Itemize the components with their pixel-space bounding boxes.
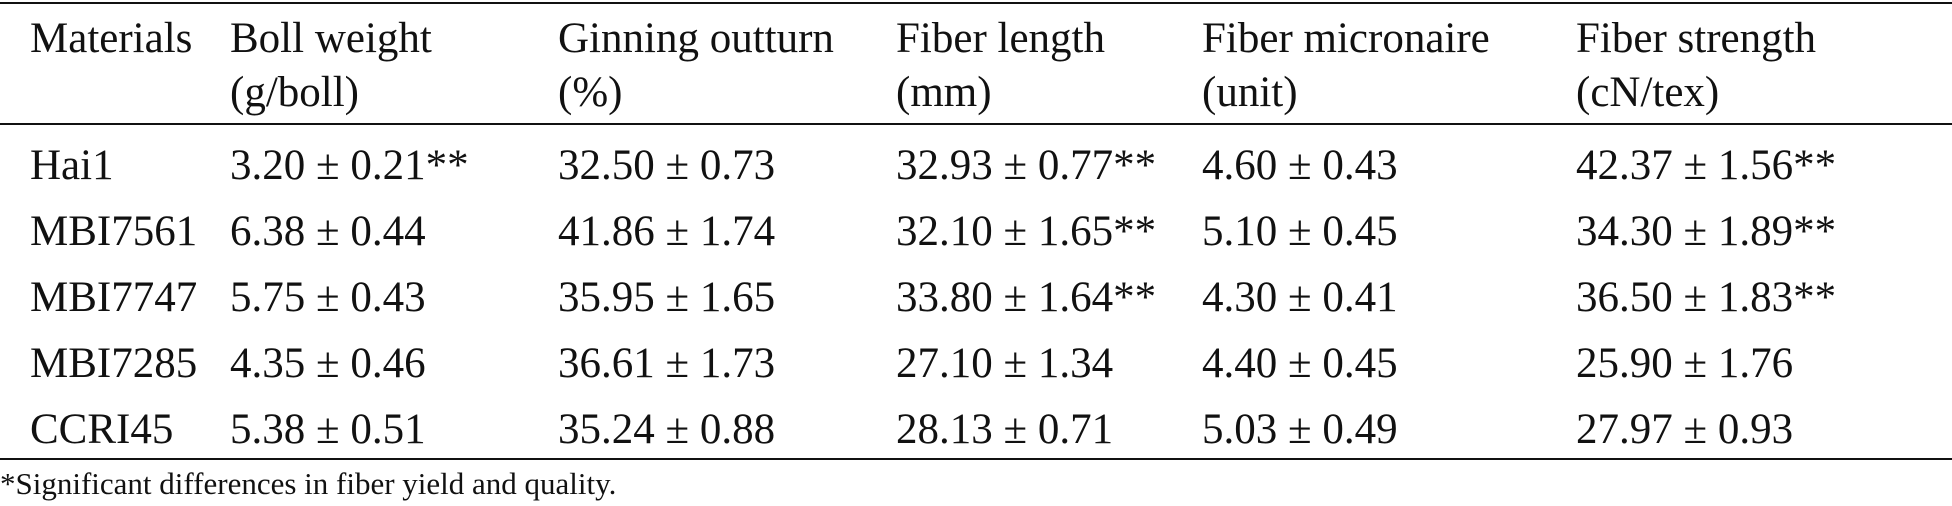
cell-fiber-strength: 36.50 ± 1.83**	[1576, 274, 1837, 321]
cell-fiber-strength: 34.30 ± 1.89**	[1576, 208, 1837, 255]
cell-boll-weight: 5.38 ± 0.51	[230, 406, 426, 453]
cell-ginning-outturn: 41.86 ± 1.74	[558, 208, 776, 255]
cell-ginning-outturn: 35.24 ± 0.88	[558, 406, 776, 453]
header-boll-weight: Boll weight (g/boll)	[230, 12, 432, 120]
cell-material: Hai1	[30, 142, 114, 189]
table-row: CCRI45 5.38 ± 0.51 35.24 ± 0.88 28.13 ± …	[0, 397, 1952, 463]
table-header-row: Materials Boll weight (g/boll) Ginning o…	[0, 12, 1952, 120]
header-fiber-strength-unit: (cN/tex)	[1576, 69, 1720, 116]
header-fiber-length: Fiber length (mm)	[896, 12, 1105, 120]
cell-fiber-length: 33.80 ± 1.64**	[896, 274, 1157, 321]
cell-ginning-outturn: 35.95 ± 1.65	[558, 274, 776, 321]
table-footnote: *Significant differences in fiber yield …	[0, 466, 617, 501]
header-materials: Materials	[30, 12, 192, 66]
header-fiber-micronaire: Fiber micronaire (unit)	[1202, 12, 1490, 120]
header-boll-weight-label: Boll weight	[230, 15, 432, 62]
table-row: MBI7747 5.75 ± 0.43 35.95 ± 1.65 33.80 ±…	[0, 265, 1952, 331]
header-fiber-strength: Fiber strength (cN/tex)	[1576, 12, 1816, 120]
table-row: MBI7561 6.38 ± 0.44 41.86 ± 1.74 32.10 ±…	[0, 199, 1952, 265]
cell-material: MBI7285	[30, 340, 198, 387]
cell-boll-weight: 5.75 ± 0.43	[230, 274, 426, 321]
cell-fiber-micronaire: 4.60 ± 0.43	[1202, 142, 1398, 189]
cell-ginning-outturn: 32.50 ± 0.73	[558, 142, 776, 189]
header-ginning-outturn-unit: (%)	[558, 69, 623, 116]
header-fiber-micronaire-unit: (unit)	[1202, 69, 1298, 116]
cell-fiber-micronaire: 4.30 ± 0.41	[1202, 274, 1398, 321]
header-fiber-length-unit: (mm)	[896, 69, 992, 116]
table-row: Hai1 3.20 ± 0.21** 32.50 ± 0.73 32.93 ± …	[0, 133, 1952, 199]
table-bottom-rule	[0, 458, 1952, 460]
cell-fiber-length: 27.10 ± 1.34	[896, 340, 1114, 387]
cell-material: MBI7747	[30, 274, 198, 321]
table-top-rule	[0, 2, 1952, 4]
header-fiber-length-label: Fiber length	[896, 15, 1105, 62]
header-fiber-micronaire-label: Fiber micronaire	[1202, 15, 1490, 62]
cell-boll-weight: 4.35 ± 0.46	[230, 340, 426, 387]
header-ginning-outturn: Ginning outturn (%)	[558, 12, 834, 120]
table-header-rule	[0, 123, 1952, 125]
header-boll-weight-unit: (g/boll)	[230, 69, 359, 116]
header-ginning-outturn-label: Ginning outturn	[558, 15, 834, 62]
cell-fiber-length: 32.10 ± 1.65**	[896, 208, 1157, 255]
cell-ginning-outturn: 36.61 ± 1.73	[558, 340, 776, 387]
table-row: MBI7285 4.35 ± 0.46 36.61 ± 1.73 27.10 ±…	[0, 331, 1952, 397]
cell-fiber-micronaire: 4.40 ± 0.45	[1202, 340, 1398, 387]
header-fiber-strength-label: Fiber strength	[1576, 15, 1817, 62]
cell-fiber-micronaire: 5.03 ± 0.49	[1202, 406, 1398, 453]
cell-fiber-length: 28.13 ± 0.71	[896, 406, 1114, 453]
header-materials-label: Materials	[30, 15, 193, 62]
cell-fiber-strength: 27.97 ± 0.93	[1576, 406, 1794, 453]
cell-fiber-strength: 42.37 ± 1.56**	[1576, 142, 1837, 189]
cell-material: CCRI45	[30, 406, 174, 453]
cell-fiber-length: 32.93 ± 0.77**	[896, 142, 1157, 189]
cell-boll-weight: 6.38 ± 0.44	[230, 208, 426, 255]
cell-boll-weight: 3.20 ± 0.21**	[230, 142, 469, 189]
cell-fiber-micronaire: 5.10 ± 0.45	[1202, 208, 1398, 255]
cell-fiber-strength: 25.90 ± 1.76	[1576, 340, 1794, 387]
cell-material: MBI7561	[30, 208, 198, 255]
